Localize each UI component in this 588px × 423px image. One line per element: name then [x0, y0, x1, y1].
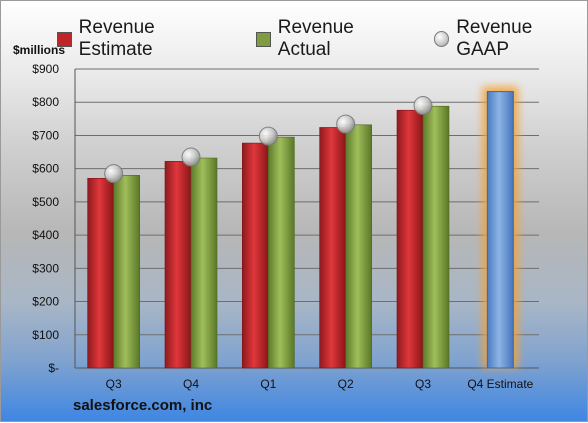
- x-tick-label: Q3: [106, 377, 122, 391]
- bar-actual: [113, 175, 140, 369]
- bar-actual: [190, 157, 218, 369]
- bar-layer: [87, 86, 519, 369]
- company-footer: salesforce.com, inc: [73, 397, 213, 414]
- y-tick-label: $800: [32, 95, 59, 109]
- legend-label-gaap: Revenue GAAP: [456, 17, 533, 60]
- legend-item-actual: Revenue Actual: [256, 17, 407, 61]
- y-tick-label: $100: [32, 328, 59, 342]
- y-tick-label: $700: [32, 128, 59, 142]
- legend-label-estimate: Revenue Estimate: [78, 17, 155, 60]
- grid-layer: [74, 68, 539, 369]
- bar-estimate: [87, 178, 114, 369]
- x-tick-label: Q4: [183, 377, 199, 391]
- x-tick-label: Q4 Estimate: [467, 377, 533, 391]
- y-tick-label: $500: [32, 195, 59, 209]
- bar-estimate: [164, 161, 192, 369]
- gaap-marker-layer: [104, 96, 433, 184]
- axis-label-layer: $- $100 $200 $300 $400 $500 $600 $700 $800 $900 Q3…: [32, 62, 533, 391]
- y-axis-unit-label: $millions: [13, 43, 66, 57]
- gaap-marker: [413, 96, 433, 116]
- bar-actual: [345, 124, 372, 369]
- y-tick-label: $-: [48, 361, 59, 375]
- bar-estimate: [319, 127, 346, 369]
- y-tick-label: $400: [32, 228, 59, 242]
- legend-label-actual: Revenue Actual: [277, 17, 354, 60]
- gaap-marker: [336, 114, 356, 134]
- legend-swatch-estimate: [57, 31, 72, 47]
- legend-item-gaap: Revenue GAAP: [433, 17, 587, 61]
- bar-estimate: [242, 142, 269, 369]
- y-tick-label: $300: [32, 261, 59, 275]
- legend-swatch-actual: [256, 31, 271, 47]
- legend-marker-gaap: [433, 31, 450, 47]
- chart-legend: Revenue Estimate Revenue Actual Revenue …: [57, 17, 587, 61]
- x-tick-label: Q2: [338, 377, 354, 391]
- y-tick-label: $900: [32, 62, 59, 76]
- bar-estimate: [486, 91, 514, 369]
- y-tick-label: $200: [32, 295, 59, 309]
- y-tick-label: $600: [32, 162, 59, 176]
- bar-actual: [268, 136, 295, 369]
- gaap-marker: [258, 126, 278, 146]
- x-tick-label: Q3: [415, 377, 431, 391]
- x-tick-label: Q1: [260, 377, 276, 391]
- bar-estimate: [396, 109, 424, 369]
- legend-item-estimate: Revenue Estimate: [57, 17, 230, 61]
- gaap-marker: [181, 147, 201, 167]
- gaap-marker: [104, 164, 124, 184]
- bar-actual: [422, 105, 450, 369]
